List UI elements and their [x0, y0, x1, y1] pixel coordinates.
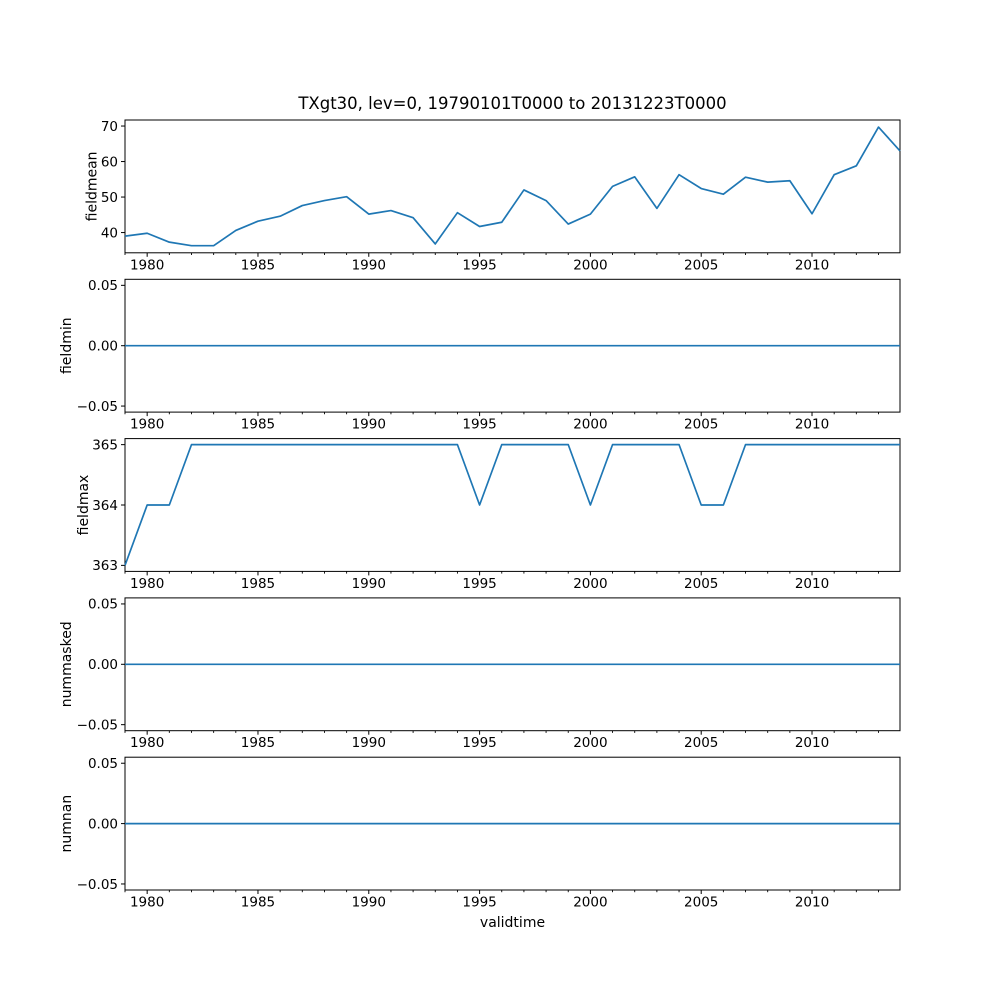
y-tick-label: 50 [101, 190, 118, 206]
x-tick-label: 1990 [352, 735, 386, 751]
y-tick-label: 0.05 [88, 278, 118, 294]
subplot-fieldmin: 1980 1985 1990 1995 2000 2005 2010 −0.05 0.00 0.0… [59, 278, 901, 433]
y-tick-label: 364 [92, 498, 118, 514]
axes-frame [124, 438, 901, 572]
x-tick-label: 1995 [462, 417, 496, 433]
x-tick-label: 2010 [795, 735, 829, 751]
x-tick-label: 1980 [130, 576, 164, 592]
fieldmax-line [124, 443, 900, 566]
x-tick-label: 2000 [573, 417, 607, 433]
x-tick-label: 2000 [573, 895, 607, 911]
y-axis-title-fieldmax: fieldmax [76, 475, 92, 536]
y-tick-label: 0.00 [88, 339, 118, 355]
x-tick-label: 1985 [241, 417, 275, 433]
x-tick-label: 1995 [462, 257, 496, 273]
y-axis-title-numnan: numnan [59, 795, 75, 853]
subplot-numnan: 1980 1985 1990 1995 2000 2005 2010 −0.05 0.00 0.0… [59, 756, 901, 911]
subplot-nummasked: 1980 1985 1990 1995 2000 2005 2010 −0.05 0.00 0.0… [59, 597, 901, 751]
x-tick-label: 1980 [130, 417, 164, 433]
x-tick-label: 1980 [130, 257, 164, 273]
y-axis-title-fieldmean: fieldmean [84, 151, 100, 221]
x-tick-label: 2010 [795, 257, 829, 273]
x-tick-label: 1980 [130, 895, 164, 911]
x-tick-label: 1985 [241, 895, 275, 911]
x-tick-label: 2005 [684, 257, 718, 273]
x-tick-label: 1990 [352, 576, 386, 592]
x-tick-label: 1995 [462, 895, 496, 911]
x-tick-label: 1985 [241, 576, 275, 592]
x-tick-label: 1995 [462, 735, 496, 751]
subplot-fieldmax: 1980 1985 1990 1995 2000 2005 2010 363 364 365 fie… [76, 437, 901, 592]
figure-title: TXgt30, lev=0, 19790101T0000 to 20131223… [298, 94, 727, 113]
y-tick-label: 0.05 [88, 597, 118, 613]
x-tick-label: 2005 [684, 576, 718, 592]
y-axis-title-nummasked: nummasked [59, 621, 75, 707]
y-tick-label: −0.05 [77, 399, 118, 415]
axes-frame [124, 119, 901, 254]
x-tick-label: 1985 [241, 735, 275, 751]
x-tick-label: 1990 [352, 417, 386, 433]
x-tick-label: 2000 [573, 576, 607, 592]
y-tick-label: −0.05 [77, 877, 118, 893]
y-tick-label: 0.00 [88, 657, 118, 673]
x-tick-label: 1990 [352, 257, 386, 273]
x-axis-label: validtime [479, 915, 546, 931]
x-tick-label: 2010 [795, 576, 829, 592]
y-tick-label: 365 [92, 437, 118, 453]
y-axis-title-fieldmin: fieldmin [59, 317, 75, 374]
x-tick-label: 1985 [241, 257, 275, 273]
x-tick-label: 2005 [684, 735, 718, 751]
x-tick-label: 1995 [462, 576, 496, 592]
y-tick-label: 0.00 [88, 816, 118, 832]
x-tick-label: 1980 [130, 735, 164, 751]
y-tick-label: 60 [101, 154, 118, 170]
subplot-fieldmean: 1980 1985 1990 1995 2000 2005 2010 40 50 60 70fiel… [84, 119, 901, 273]
y-tick-label: 40 [101, 225, 118, 241]
fieldmean-line [124, 126, 901, 247]
x-tick-label: 2000 [573, 257, 607, 273]
x-tick-label: 2010 [795, 417, 829, 433]
x-tick-label: 1990 [352, 895, 386, 911]
y-tick-label: 0.05 [88, 756, 118, 772]
y-tick-label: −0.05 [77, 717, 118, 733]
x-tick-label: 2000 [573, 735, 607, 751]
y-tick-label: 70 [101, 119, 118, 135]
x-tick-label: 2010 [795, 895, 829, 911]
x-tick-label: 2005 [684, 417, 718, 433]
x-tick-label: 2005 [684, 895, 718, 911]
y-tick-label: 363 [92, 558, 118, 574]
